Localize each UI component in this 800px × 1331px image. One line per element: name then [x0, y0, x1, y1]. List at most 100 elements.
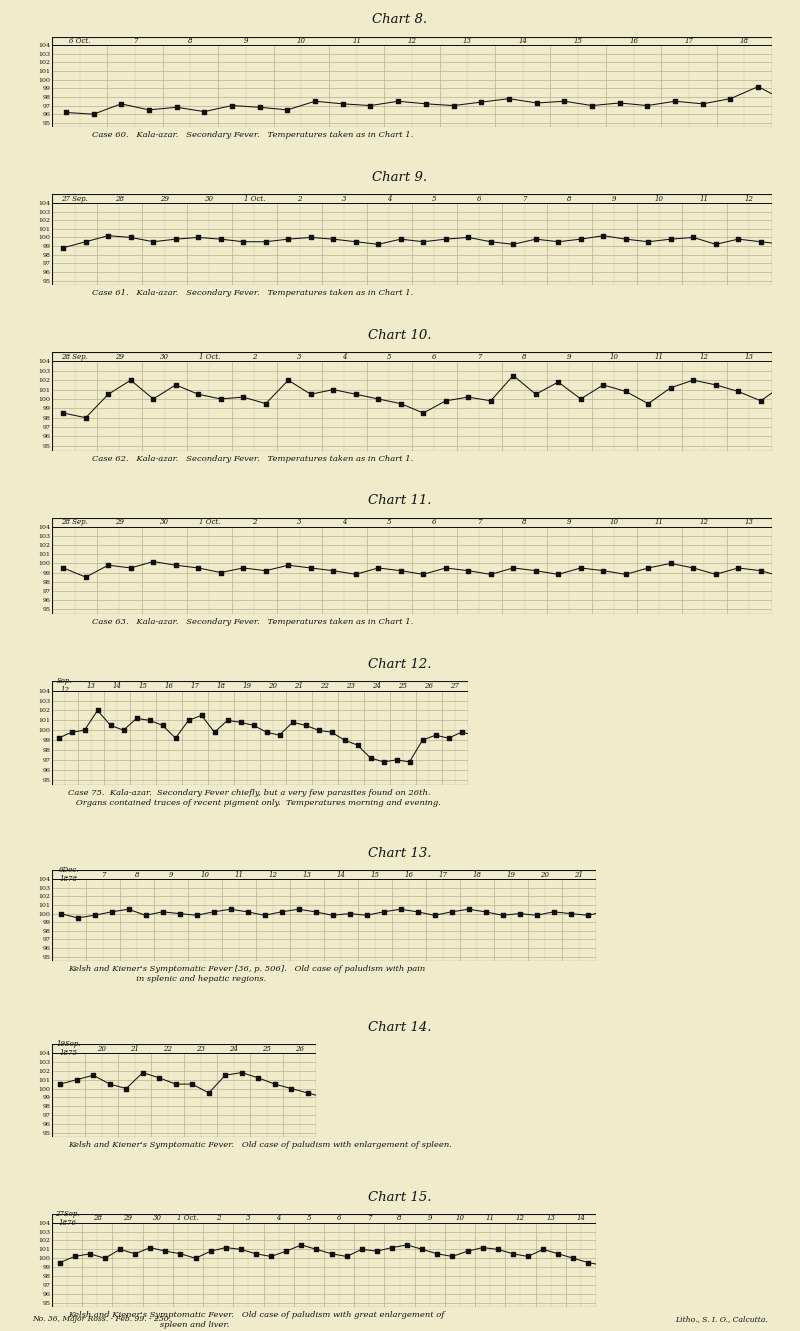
Point — [310, 1239, 323, 1260]
Text: 19: 19 — [242, 681, 251, 689]
Point — [793, 704, 800, 725]
Point — [202, 1082, 215, 1103]
Text: 24: 24 — [373, 681, 382, 689]
Text: 30: 30 — [160, 353, 169, 361]
Point — [530, 92, 543, 113]
Point — [208, 721, 221, 743]
Text: 23: 23 — [346, 681, 355, 689]
Point — [386, 1236, 398, 1258]
Point — [170, 1073, 182, 1094]
Point — [664, 552, 677, 574]
Point — [642, 393, 654, 414]
Point — [494, 728, 507, 749]
Point — [351, 735, 364, 756]
Point — [715, 715, 728, 736]
Point — [664, 1078, 677, 1099]
Point — [195, 704, 208, 725]
Point — [304, 383, 317, 405]
Text: Sep.
12: Sep. 12 — [57, 677, 73, 693]
Point — [530, 560, 542, 582]
Text: 6Dec.
1878: 6Dec. 1878 — [59, 866, 79, 882]
Point — [259, 560, 272, 582]
Point — [136, 1062, 149, 1083]
Point — [325, 721, 338, 743]
Text: 11: 11 — [352, 37, 361, 45]
Point — [777, 567, 790, 588]
Point — [417, 1073, 430, 1094]
Text: 12: 12 — [700, 353, 709, 361]
Point — [237, 386, 250, 407]
Point — [327, 379, 340, 401]
Point — [214, 562, 227, 583]
Point — [282, 370, 294, 391]
Text: 4: 4 — [342, 518, 346, 526]
Text: 22: 22 — [163, 1045, 172, 1053]
Point — [696, 93, 709, 114]
Point — [189, 1247, 202, 1268]
Point — [446, 1246, 459, 1267]
Text: 11: 11 — [486, 1214, 494, 1222]
Text: 2: 2 — [252, 353, 257, 361]
Point — [394, 898, 407, 920]
Point — [364, 95, 377, 116]
Point — [226, 95, 238, 116]
Text: 17: 17 — [190, 681, 199, 689]
Point — [700, 905, 713, 926]
Point — [794, 1250, 800, 1271]
Text: 25: 25 — [262, 1045, 271, 1053]
Point — [658, 1252, 670, 1274]
Text: 8: 8 — [188, 37, 193, 45]
Point — [466, 1073, 479, 1094]
Point — [417, 232, 430, 253]
Text: 10: 10 — [610, 518, 619, 526]
Point — [417, 402, 430, 423]
Text: 9: 9 — [169, 870, 174, 878]
Point — [70, 1069, 83, 1090]
Point — [558, 91, 570, 112]
Point — [598, 709, 611, 731]
Text: 2: 2 — [216, 1214, 221, 1222]
Point — [619, 564, 632, 586]
Point — [142, 100, 155, 121]
Point — [507, 365, 520, 386]
Point — [763, 1239, 776, 1260]
Point — [169, 728, 182, 749]
Point — [392, 91, 405, 112]
Point — [327, 560, 340, 582]
Point — [334, 1089, 347, 1110]
Point — [312, 720, 325, 741]
Point — [450, 1079, 462, 1101]
Text: Chart 15.: Chart 15. — [368, 1190, 432, 1203]
Point — [117, 720, 130, 741]
Text: 26: 26 — [425, 681, 434, 689]
Point — [114, 1239, 126, 1260]
Point — [214, 229, 227, 250]
Point — [530, 229, 542, 250]
Point — [649, 901, 662, 922]
Text: 19Sep.
1875: 19Sep. 1875 — [56, 1041, 81, 1057]
Point — [336, 93, 349, 114]
Text: 13: 13 — [302, 870, 311, 878]
Text: 13: 13 — [86, 681, 95, 689]
Point — [491, 1239, 504, 1260]
Point — [483, 1067, 496, 1089]
Point — [390, 749, 403, 771]
Point — [258, 905, 271, 926]
Point — [400, 1079, 413, 1101]
Point — [732, 229, 745, 250]
Point — [143, 709, 156, 731]
Point — [170, 97, 183, 118]
Text: 2: 2 — [252, 518, 257, 526]
Point — [546, 729, 559, 751]
Text: Chart 10.: Chart 10. — [368, 329, 432, 342]
Text: 5: 5 — [432, 194, 437, 202]
Point — [292, 898, 305, 920]
Text: 8: 8 — [522, 353, 526, 361]
Point — [574, 229, 587, 250]
Point — [507, 234, 520, 256]
Point — [416, 1239, 429, 1260]
Point — [718, 1247, 731, 1268]
Point — [614, 92, 626, 113]
Point — [417, 564, 430, 586]
Point — [624, 712, 637, 733]
